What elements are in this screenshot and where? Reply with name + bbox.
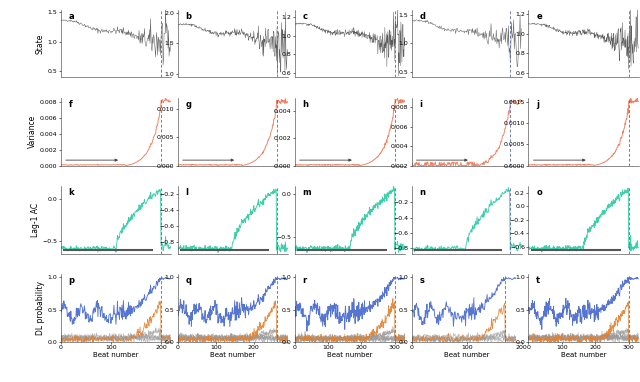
Text: j: j (536, 100, 539, 109)
Text: a: a (68, 11, 74, 21)
Text: t: t (536, 276, 540, 285)
Text: f: f (68, 100, 72, 109)
Text: l: l (186, 188, 188, 197)
Text: c: c (302, 11, 307, 21)
Text: i: i (419, 100, 422, 109)
Text: e: e (536, 11, 542, 21)
Y-axis label: DL probability: DL probability (36, 281, 45, 335)
Y-axis label: Lag-1 AC: Lag-1 AC (31, 203, 40, 237)
Y-axis label: Variance: Variance (28, 115, 37, 148)
X-axis label: Beat number: Beat number (93, 353, 139, 358)
Text: p: p (68, 276, 74, 285)
Text: g: g (186, 100, 191, 109)
Text: k: k (68, 188, 74, 197)
Text: o: o (536, 188, 542, 197)
Text: b: b (186, 11, 191, 21)
Text: h: h (302, 100, 308, 109)
Text: q: q (186, 276, 191, 285)
Y-axis label: State: State (36, 33, 45, 53)
X-axis label: Beat number: Beat number (210, 353, 255, 358)
Text: s: s (419, 276, 424, 285)
X-axis label: Beat number: Beat number (444, 353, 490, 358)
Text: r: r (302, 276, 307, 285)
Text: m: m (302, 188, 311, 197)
X-axis label: Beat number: Beat number (561, 353, 606, 358)
Text: n: n (419, 188, 425, 197)
X-axis label: Beat number: Beat number (327, 353, 372, 358)
Text: d: d (419, 11, 425, 21)
